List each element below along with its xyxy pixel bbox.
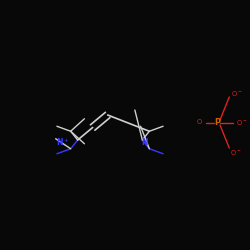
Text: O$^-$: O$^-$ [236, 118, 248, 127]
Text: O: O [196, 120, 202, 126]
Text: N$^+$: N$^+$ [56, 137, 70, 148]
Text: O$^-$: O$^-$ [230, 148, 241, 157]
Text: P: P [214, 118, 220, 127]
Text: N: N [141, 138, 148, 147]
Text: O$^-$: O$^-$ [231, 88, 242, 98]
